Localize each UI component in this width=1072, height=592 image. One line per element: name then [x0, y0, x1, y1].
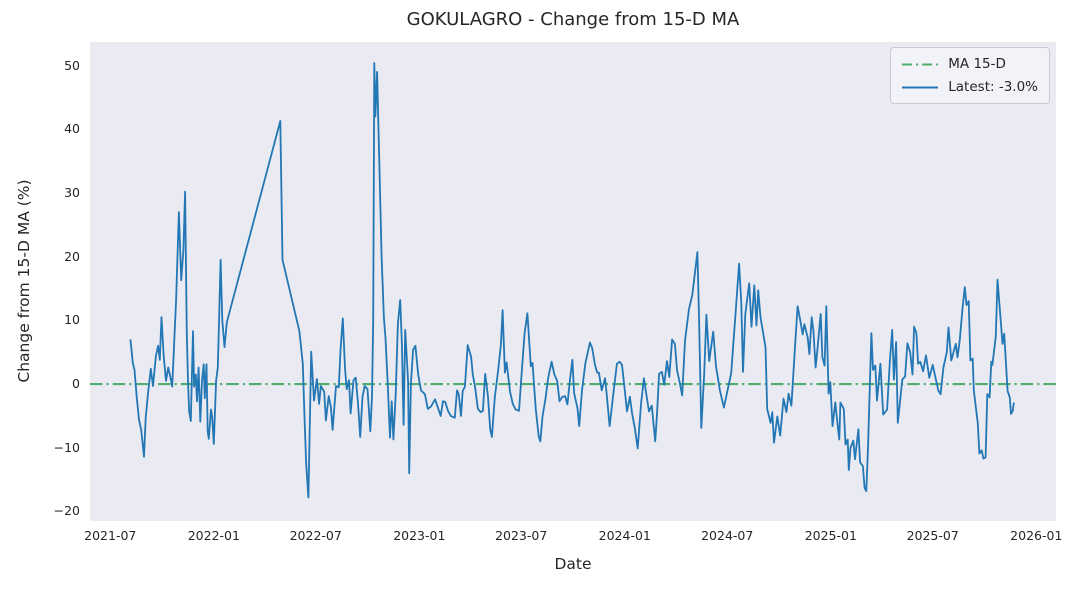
- x-axis-label: Date: [554, 555, 592, 573]
- legend-label-latest: Latest: -3.0%: [948, 79, 1038, 95]
- x-tick-label: 2025-01: [804, 528, 857, 543]
- y-tick-label: −10: [53, 439, 80, 455]
- y-tick-label: 20: [64, 248, 80, 264]
- y-tick-label: 50: [64, 57, 80, 73]
- y-tick-label: 0: [72, 376, 80, 392]
- y-tick-label: −20: [53, 503, 80, 519]
- x-tick-label: 2026-01: [1010, 528, 1063, 543]
- legend-item-ma: MA 15-D: [901, 56, 1038, 72]
- plot-canvas: [90, 42, 1056, 521]
- x-tick-label: 2023-01: [393, 528, 446, 543]
- x-tick-label: 2025-07: [906, 528, 959, 543]
- x-tick-label: 2023-07: [495, 528, 548, 543]
- change-from-ma-line: [129, 62, 1015, 499]
- x-tick-label: 2024-01: [598, 528, 651, 543]
- x-tick-label: 2024-07: [701, 528, 754, 543]
- x-tick-label: 2022-01: [187, 528, 240, 543]
- legend-label-ma: MA 15-D: [948, 56, 1006, 72]
- chart-title: GOKULAGRO - Change from 15-D MA: [406, 9, 740, 30]
- plot-area: MA 15-D Latest: -3.0%: [90, 42, 1056, 521]
- y-tick-label: 40: [64, 121, 80, 137]
- y-axis-label: Change from 15-D MA (%): [15, 179, 33, 383]
- latest-line-sample-icon: [902, 85, 939, 89]
- x-tick-label: 2021-07: [84, 528, 137, 543]
- x-tick-label: 2022-07: [289, 528, 342, 543]
- y-tick-label: 30: [64, 184, 80, 200]
- ma-line-sample-icon: [902, 62, 939, 66]
- y-tick-label: 10: [64, 312, 80, 328]
- legend: MA 15-D Latest: -3.0%: [890, 47, 1050, 104]
- plot-background: [90, 42, 1056, 521]
- legend-item-latest: Latest: -3.0%: [901, 79, 1038, 95]
